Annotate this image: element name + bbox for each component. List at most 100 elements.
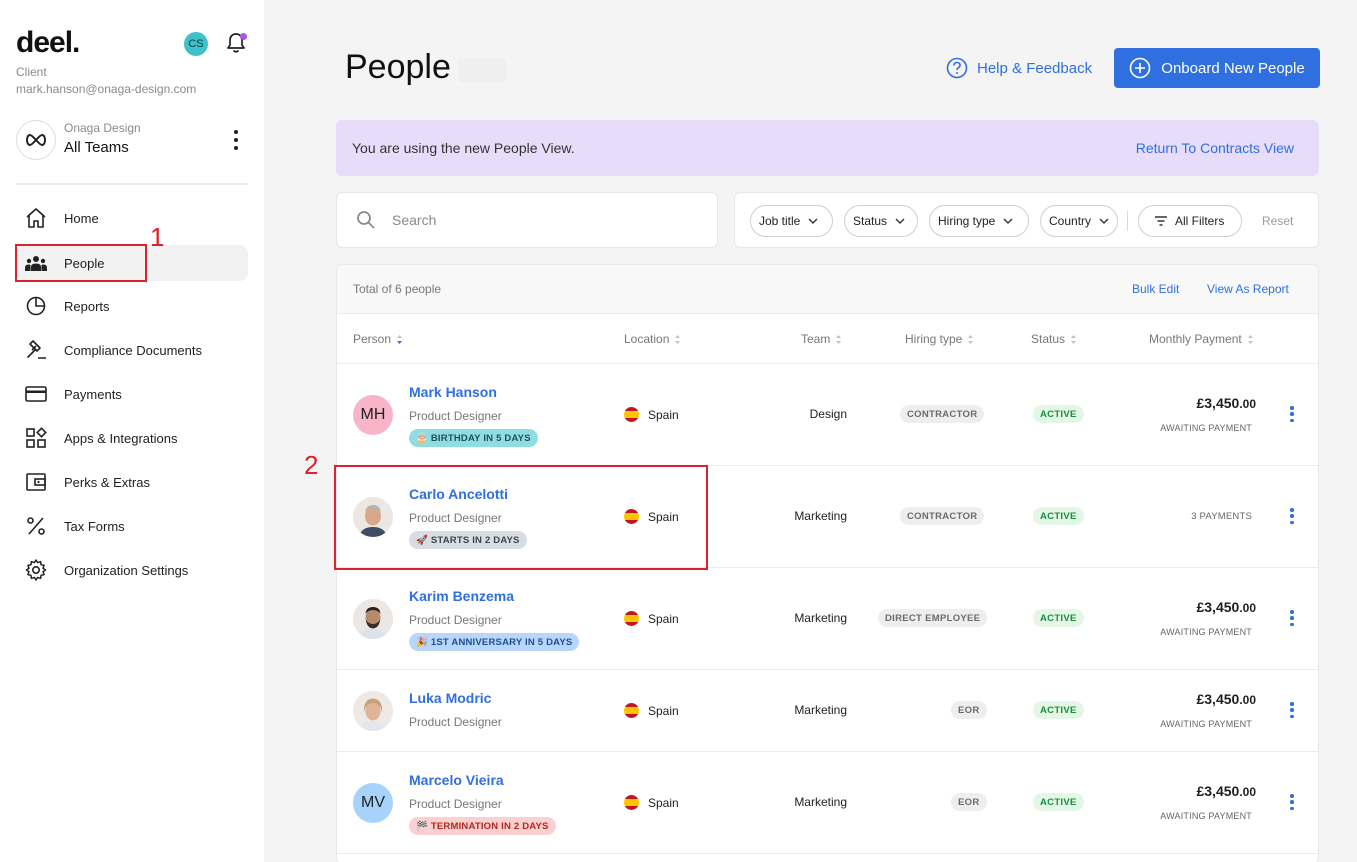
spain-flag-icon <box>624 703 639 718</box>
table-row[interactable]: Luka Modric Product Designer Spain Marke… <box>337 670 1318 752</box>
status-badge: ACTIVE <box>1033 405 1084 423</box>
column-hiring-type[interactable]: Hiring type <box>905 332 974 346</box>
avatar <box>353 691 393 731</box>
location: Spain <box>624 611 679 626</box>
person-role: Product Designer <box>409 715 502 729</box>
column-location[interactable]: Location <box>624 332 681 346</box>
location-label: Spain <box>648 407 679 422</box>
row-menu-button[interactable] <box>1289 702 1295 718</box>
monthly-amount: £3,450.00 <box>1196 691 1256 707</box>
person-name[interactable]: Carlo Ancelotti <box>409 486 509 502</box>
column-team[interactable]: Team <box>801 332 842 346</box>
return-contracts-view-link[interactable]: Return To Contracts View <box>1135 140 1294 156</box>
column-label: Team <box>801 332 831 346</box>
amount-value: £3,450 <box>1196 691 1240 707</box>
avatar: MH <box>353 395 393 435</box>
person-event-tag: 🎂 BIRTHDAY IN 5 DAYS <box>409 429 538 447</box>
person-name[interactable]: Luka Modric <box>409 690 492 706</box>
sidebar-item-reports[interactable]: Reports <box>16 288 248 324</box>
org-logo[interactable] <box>16 120 56 160</box>
status-badge: ACTIVE <box>1033 609 1084 627</box>
sidebar-item-payments[interactable]: Payments <box>16 376 248 412</box>
chevron-down-icon <box>1003 218 1013 224</box>
search-icon <box>357 211 375 229</box>
column-person[interactable]: Person <box>353 332 403 346</box>
filter-status[interactable]: Status <box>844 205 918 237</box>
apps-icon <box>24 426 48 450</box>
location: Spain <box>624 509 679 524</box>
org-team-selector[interactable]: All Teams <box>64 139 129 156</box>
person-photo-icon <box>353 599 393 639</box>
user-avatar[interactable]: CS <box>184 32 208 56</box>
onboard-new-people-button[interactable]: Onboard New People <box>1114 48 1320 88</box>
row-menu-button[interactable] <box>1289 406 1295 422</box>
avatar <box>353 497 393 537</box>
chevron-down-icon <box>895 218 905 224</box>
filter-country[interactable]: Country <box>1040 205 1118 237</box>
filter-lines-icon <box>1155 216 1167 226</box>
hiring-type-badge: DIRECT EMPLOYEE <box>878 609 988 627</box>
amount-value: £3,450 <box>1196 783 1240 799</box>
search-input[interactable] <box>392 212 672 228</box>
gear-icon <box>24 558 48 582</box>
annotation-number-2: 2 <box>304 450 319 480</box>
amount-decimals: .00 <box>1239 397 1256 411</box>
bulk-edit-link[interactable]: Bulk Edit <box>1132 282 1180 296</box>
reset-filters-button[interactable]: Reset <box>1262 214 1294 228</box>
sidebar-item-compliance[interactable]: Compliance Documents <box>16 332 248 368</box>
payment-status: AWAITING PAYMENT <box>1160 423 1252 433</box>
column-label: Location <box>624 332 670 346</box>
table-row[interactable]: Carlo Ancelotti Product Designer 🚀 START… <box>337 466 1318 568</box>
sidebar-item-home[interactable]: Home <box>16 200 248 236</box>
status-badge: ACTIVE <box>1033 507 1084 525</box>
amount-value: £3,450 <box>1196 599 1240 615</box>
filter-separator <box>1127 211 1128 231</box>
column-status[interactable]: Status <box>1031 332 1077 346</box>
person-name[interactable]: Marcelo Vieira <box>409 772 504 788</box>
payment-status: AWAITING PAYMENT <box>1160 719 1252 729</box>
table-row[interactable]: MV Marcelo Vieira Product Designer 🏁 TER… <box>337 752 1318 854</box>
help-feedback-link[interactable]: Help & Feedback <box>946 56 1092 80</box>
hiring-type-badge: EOR <box>951 793 987 811</box>
row-menu-button[interactable] <box>1289 610 1295 626</box>
person-name[interactable]: Mark Hanson <box>409 384 497 400</box>
sort-icon <box>836 334 842 344</box>
pie-chart-icon <box>24 294 48 318</box>
annotation-number-1: 1 <box>150 222 165 252</box>
hiring-type-badge: CONTRACTOR <box>900 405 985 423</box>
table-row[interactable]: MH Mark Hanson Product Designer 🎂 BIRTHD… <box>337 364 1318 466</box>
sidebar-item-org-settings[interactable]: Organization Settings <box>16 552 248 588</box>
sidebar-item-apps[interactable]: Apps & Integrations <box>16 420 248 456</box>
sidebar-item-tax-forms[interactable]: Tax Forms <box>16 508 248 544</box>
onboard-label: Onboard New People <box>1161 59 1305 77</box>
person-photo-icon <box>353 691 393 731</box>
avatar: MV <box>353 783 393 823</box>
row-menu-button[interactable] <box>1289 508 1295 524</box>
view-as-report-link[interactable]: View As Report <box>1207 282 1289 296</box>
person-name[interactable]: Karim Benzema <box>409 588 515 604</box>
sidebar-item-people[interactable]: People <box>16 245 248 281</box>
filter-job-title[interactable]: Job title <box>750 205 833 237</box>
column-monthly-payment[interactable]: Monthly Payment <box>1149 332 1254 346</box>
banner-text: You are using the new People View. <box>352 140 575 156</box>
sidebar-divider <box>16 183 248 185</box>
deel-logo[interactable]: deel. <box>16 26 80 59</box>
people-view-banner: You are using the new People View. Retur… <box>336 120 1319 176</box>
table-row[interactable]: Karim Benzema Product Designer 🎉 1ST ANN… <box>337 568 1318 670</box>
location-label: Spain <box>648 611 679 626</box>
percent-icon <box>24 514 48 538</box>
team: Marketing <box>794 703 847 717</box>
all-filters-button[interactable]: All Filters <box>1138 205 1242 237</box>
column-label: Person <box>353 332 392 346</box>
home-icon <box>24 206 48 230</box>
filter-label: Hiring type <box>938 214 996 228</box>
person-role: Product Designer <box>409 511 502 525</box>
sidebar-item-perks[interactable]: Perks & Extras <box>16 464 248 500</box>
bell-icon[interactable] <box>226 32 246 54</box>
filter-hiring-type[interactable]: Hiring type <box>929 205 1029 237</box>
person-photo-icon <box>353 497 393 537</box>
org-menu-button[interactable] <box>230 130 242 150</box>
spain-flag-icon <box>624 407 639 422</box>
person-event-tag: 🚀 STARTS IN 2 DAYS <box>409 531 527 549</box>
row-menu-button[interactable] <box>1289 794 1295 810</box>
